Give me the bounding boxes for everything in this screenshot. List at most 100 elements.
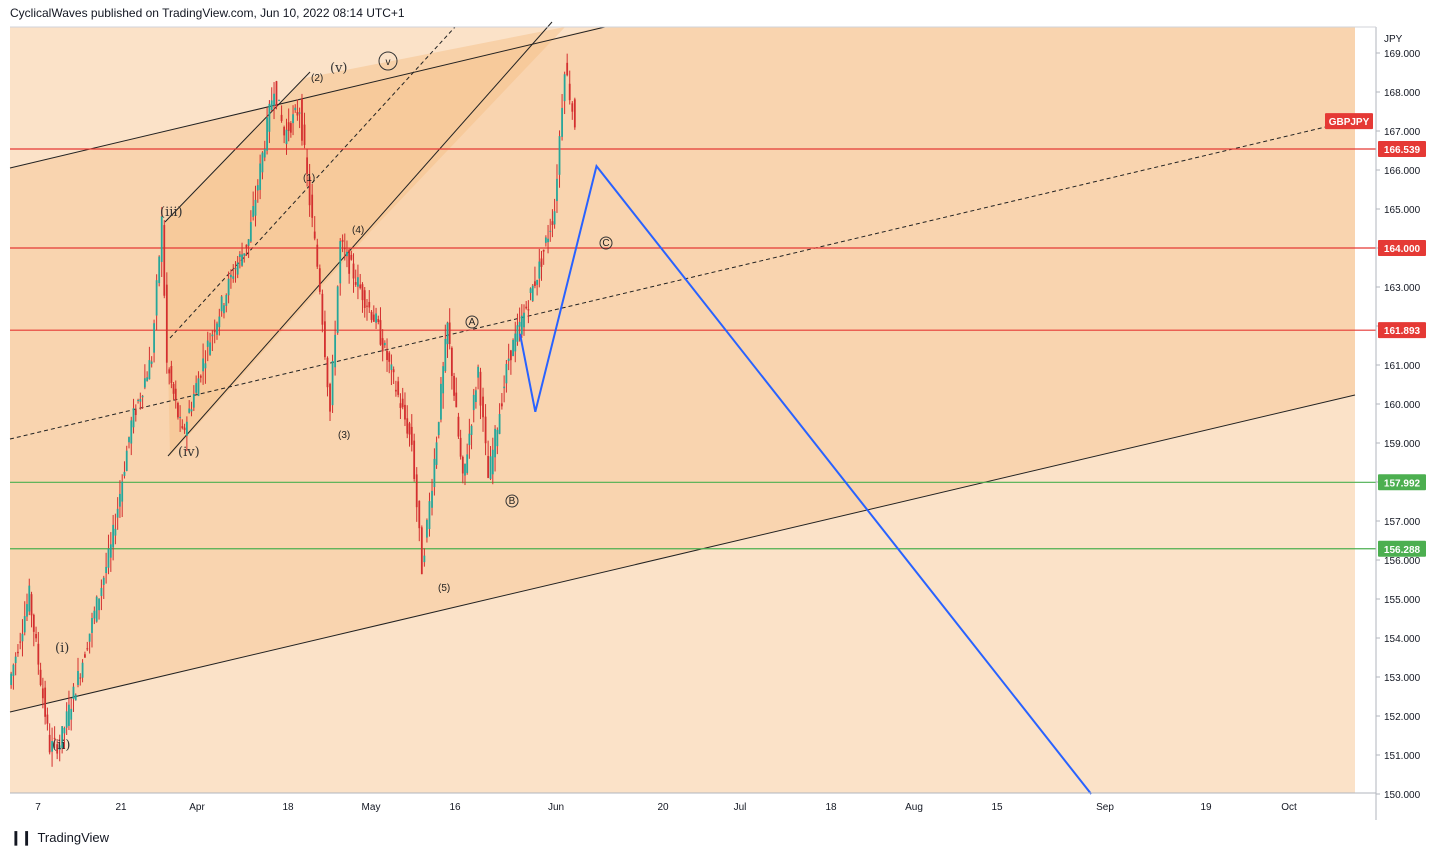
candle-body-239 xyxy=(561,107,563,137)
price-axis[interactable]: 169.000 168.000 167.000 166.000 165.000 164.0… xyxy=(1376,49,1421,801)
candle-body-143 xyxy=(343,247,346,250)
candle-body-92 xyxy=(223,305,225,314)
x-tick-label-9: 18 xyxy=(825,802,837,813)
candle-body-202 xyxy=(477,366,480,378)
candle-body-227 xyxy=(534,281,536,286)
candle-body-213 xyxy=(503,386,506,389)
wave-label-w2: (2) xyxy=(311,73,323,84)
y-tick-label-9: 160.000 xyxy=(1384,400,1421,411)
candle-body-16 xyxy=(46,714,49,724)
candle-body-184 xyxy=(437,422,440,436)
candle-body-86 xyxy=(209,342,211,355)
outer-channel-median-line xyxy=(9,119,1356,440)
inner-channel-upper-line xyxy=(164,71,311,223)
candle-body-91 xyxy=(220,296,223,312)
candle-body-61 xyxy=(150,361,153,364)
y-tick-label-10: 159.000 xyxy=(1384,439,1421,450)
outer-channel-lower-line xyxy=(9,394,1356,713)
candle-body-130 xyxy=(311,194,314,218)
candle-body-97 xyxy=(234,268,237,270)
candle-body-78 xyxy=(190,409,193,412)
candle-body-168 xyxy=(399,403,402,408)
x-tick-label-11: 15 xyxy=(991,802,1003,813)
candle-body-0 xyxy=(10,673,13,685)
candle-body-17 xyxy=(48,734,51,753)
candle-body-59 xyxy=(146,377,149,382)
candle-body-76 xyxy=(185,421,188,436)
candle-body-160 xyxy=(381,338,384,352)
candle-body-94 xyxy=(227,278,230,296)
time-axis[interactable]: 7 21 Apr 18 May 16 Jun 20 Jul 18 Aug 15 Sep 19 Oct xyxy=(35,802,1297,813)
candle-body-175 xyxy=(415,474,418,508)
y-tick-label-18: 151.000 xyxy=(1384,751,1421,762)
candle-body-23 xyxy=(63,727,66,734)
candle-body-242 xyxy=(568,83,571,101)
candle-body-219 xyxy=(516,325,519,342)
candle-body-115 xyxy=(275,81,278,107)
candle-body-24 xyxy=(65,711,68,728)
candle-body-33 xyxy=(86,648,89,650)
candle-body-114 xyxy=(273,93,275,106)
wave-label-v_circle: v xyxy=(386,57,391,68)
y-tick-label-2: 167.000 xyxy=(1384,127,1421,138)
x-tick-label-2: Apr xyxy=(189,802,205,813)
candle-body-82 xyxy=(199,375,202,378)
candle-body-81 xyxy=(197,378,200,397)
candle-body-37 xyxy=(95,596,98,622)
candle-body-151 xyxy=(361,284,364,301)
candle-body-138 xyxy=(331,361,334,406)
wave-label-w1: (1) xyxy=(303,173,315,184)
wave-label-w4: (4) xyxy=(352,225,364,236)
footer-brand[interactable]: ❙❙ TradingView xyxy=(10,829,109,846)
candle-body-142 xyxy=(341,239,344,242)
candle-body-72 xyxy=(177,402,179,418)
candle-body-159 xyxy=(379,320,382,345)
candle-body-179 xyxy=(426,519,428,538)
candle-body-203 xyxy=(479,371,482,406)
y-tick-label-3: 166.000 xyxy=(1384,166,1421,177)
y-tick-label-13: 156.000 xyxy=(1384,556,1421,567)
candle-body-49 xyxy=(123,471,126,476)
price-tag-label-0: 166.539 xyxy=(1384,145,1421,156)
candle-body-7 xyxy=(26,604,28,617)
y-tick-label-0: 169.000 xyxy=(1384,49,1421,60)
projection-path xyxy=(519,163,1092,795)
candle-body-235 xyxy=(551,221,554,225)
candle-body-88 xyxy=(213,330,216,333)
wave-circle-B xyxy=(505,494,519,508)
candle-body-135 xyxy=(324,321,326,358)
candle-body-163 xyxy=(388,352,391,362)
candle-body-122 xyxy=(292,114,294,124)
candle-body-111 xyxy=(266,117,268,151)
x-tick-label-4: May xyxy=(362,802,381,813)
candle-body-223 xyxy=(525,306,528,309)
candle-body-50 xyxy=(125,450,128,471)
candle-body-212 xyxy=(500,403,503,407)
candle-body-20 xyxy=(56,744,59,754)
candle-body-189 xyxy=(448,322,451,344)
wave-label-w5: (5) xyxy=(438,583,450,594)
candle-body-209 xyxy=(494,428,496,458)
wave-circle-A xyxy=(465,315,479,329)
candle-body-124 xyxy=(296,112,299,116)
candle-body-74 xyxy=(181,426,184,429)
candle-body-217 xyxy=(512,339,514,357)
candle-body-169 xyxy=(401,398,404,408)
candle-body-39 xyxy=(100,587,103,596)
candle-body-83 xyxy=(202,358,205,372)
candle-body-51 xyxy=(128,437,130,443)
candle-body-104 xyxy=(249,222,252,242)
candle-body-29 xyxy=(77,670,79,685)
price-tag-label-1: 164.000 xyxy=(1384,244,1421,255)
candle-body-220 xyxy=(518,321,521,327)
candle-body-110 xyxy=(263,148,266,158)
candle-body-149 xyxy=(357,277,359,287)
candle-body-45 xyxy=(114,528,117,536)
candle-body-140 xyxy=(336,286,339,333)
candle-body-1 xyxy=(12,664,15,676)
candle-body-148 xyxy=(354,282,357,285)
x-tick-label-10: Aug xyxy=(905,802,923,813)
candle-body-240 xyxy=(563,74,566,102)
candle-body-58 xyxy=(143,378,146,388)
